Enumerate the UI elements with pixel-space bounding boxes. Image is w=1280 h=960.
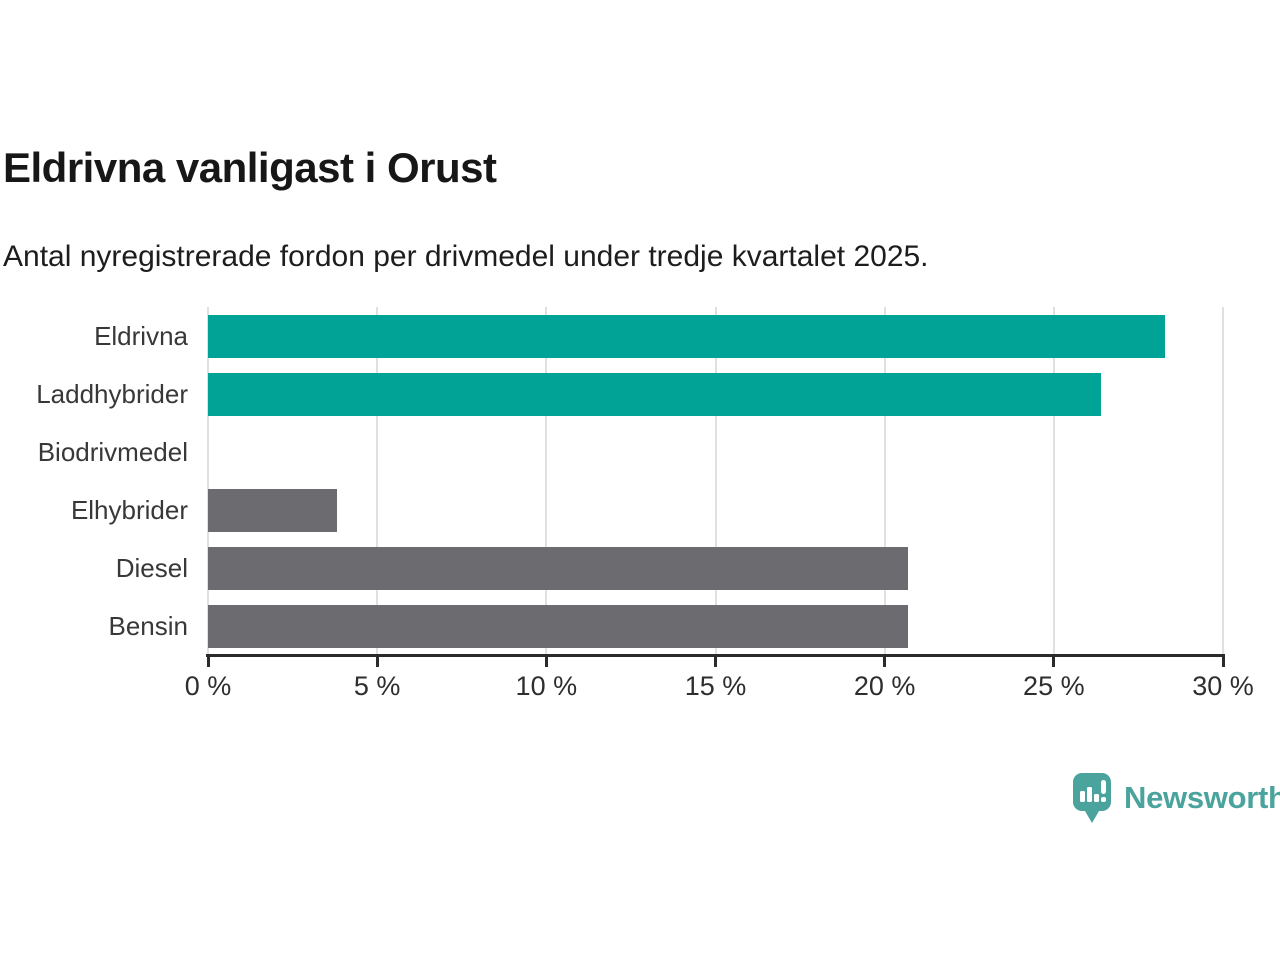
category-label-diesel: Diesel [115,553,188,583]
x-axis-tick [883,654,887,667]
category-label-biodrivmedel: Biodrivmedel [37,437,188,467]
x-axis-tick [206,654,210,667]
gridline [883,307,886,655]
newsworthy-logo: Newsworthy [1072,772,1280,824]
x-axis-tick-label: 20 % [853,671,916,701]
gridline [207,307,209,655]
x-axis-tick [375,654,379,667]
bar-bensin [208,604,909,648]
plot-area [207,307,1224,655]
chart-subtitle: Antal nyregistrerade fordon per drivmede… [3,240,929,273]
category-label-eldrivna: Eldrivna [94,321,188,351]
category-label-elhybrider: Elhybrider [70,495,188,525]
category-label-bensin: Bensin [108,611,189,641]
x-axis-tick-label: 5 % [353,671,401,701]
x-axis-tick-label: 25 % [1023,671,1085,701]
newsworthy-logo-icon [1073,773,1111,823]
x-axis-tick-label: 0 % [184,671,232,701]
x-axis-tick-label: 10 % [515,671,578,701]
x-axis-tick-label: 15 % [684,671,747,701]
gridline [545,307,548,655]
gridline [714,307,717,655]
bar-laddhybrider [208,372,1102,416]
gridline [1222,307,1224,655]
x-axis-tick [1221,654,1225,667]
bar-elhybrider [208,488,337,532]
gridline [1052,307,1055,655]
bar-eldrivna [208,314,1166,358]
bar-diesel [208,546,909,590]
x-axis-tick [714,654,717,667]
x-axis-tick [544,654,548,667]
x-axis-tick [1052,654,1056,667]
category-label-laddhybrider: Laddhybrider [36,379,188,409]
newsworthy-logo-text: Newsworthy [1124,780,1280,815]
x-axis-tick-label: 30 % [1192,671,1254,701]
chart-title: Eldrivna vanligast i Orust [3,144,497,191]
gridline [376,307,379,655]
